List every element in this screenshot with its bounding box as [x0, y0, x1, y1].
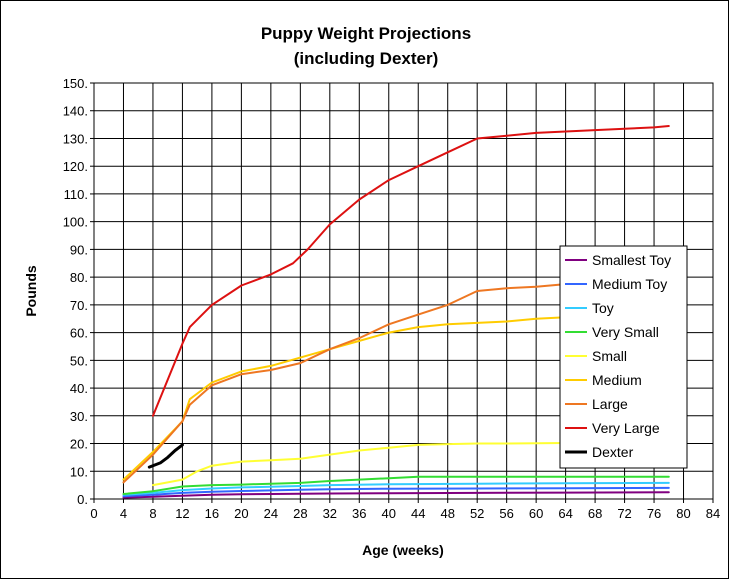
x-tick-label: 0: [90, 506, 97, 521]
x-tick-label: 12: [175, 506, 189, 521]
legend-entry: Medium Toy: [592, 276, 667, 292]
x-tick-label: 76: [647, 506, 661, 521]
legend-entry: Large: [592, 396, 628, 412]
x-axis-label: Age (weeks): [362, 542, 444, 558]
y-tick-label: 130.: [63, 131, 88, 146]
x-tick-label: 56: [499, 506, 513, 521]
series-line-dexter: [147, 443, 184, 469]
x-tick-label: 16: [205, 506, 219, 521]
y-tick-label: 30.: [70, 409, 88, 424]
x-tick-label: 64: [558, 506, 572, 521]
series-line-very-large: [152, 125, 670, 417]
series-line-small: [152, 441, 597, 487]
x-tick-label: 4: [120, 506, 127, 521]
y-tick-label: 40.: [70, 381, 88, 396]
x-tick-label: 40: [382, 506, 396, 521]
series-line-medium: [122, 315, 597, 481]
y-tick-label: 50.: [70, 353, 88, 368]
y-tick-label: 90.: [70, 242, 88, 257]
x-tick-label: 80: [676, 506, 690, 521]
legend-entry: Medium: [592, 372, 642, 388]
x-tick-label: 60: [529, 506, 543, 521]
y-tick-label: 60.: [70, 326, 88, 341]
x-tick-label: 84: [706, 506, 720, 521]
x-tick-label: 68: [588, 506, 602, 521]
y-tick-label: 10.: [70, 464, 88, 479]
x-tick-label: 24: [264, 506, 278, 521]
y-tick-label: 80.: [70, 270, 88, 285]
series-line-medium-toy: [122, 486, 670, 498]
legend-entry: Toy: [592, 300, 614, 316]
x-tick-label: 8: [149, 506, 156, 521]
series-line-large: [122, 281, 597, 484]
y-tick-label: 120.: [63, 159, 88, 174]
x-tick-label: 72: [617, 506, 631, 521]
legend-entry: Very Large: [592, 420, 660, 436]
chart-subtitle: (including Dexter): [294, 49, 439, 68]
y-tick-label: 140.: [63, 104, 88, 119]
y-tick-label: 0.: [77, 492, 88, 507]
legend-entry: Small: [592, 348, 627, 364]
legend-entry: Very Small: [592, 324, 659, 340]
series-line-smallest-toy: [122, 491, 670, 499]
x-tick-label: 28: [293, 506, 307, 521]
y-tick-label: 150.: [63, 76, 88, 91]
legend-entry: Smallest Toy: [592, 252, 671, 268]
chart-title: Puppy Weight Projections: [261, 24, 471, 43]
series-line-very-small: [122, 475, 670, 495]
x-tick-label: 36: [352, 506, 366, 521]
x-tick-label: 20: [234, 506, 248, 521]
series-line-toy: [122, 481, 670, 496]
legend-entry: Dexter: [592, 444, 634, 460]
y-axis-label: Pounds: [23, 265, 39, 317]
x-tick-label: 48: [440, 506, 454, 521]
y-tick-label: 20.: [70, 437, 88, 452]
y-tick-label: 70.: [70, 298, 88, 313]
x-tick-label: 44: [411, 506, 425, 521]
x-tick-label: 52: [470, 506, 484, 521]
y-tick-label: 110.: [64, 187, 88, 202]
y-tick-label: 100.: [63, 215, 88, 230]
legend: Smallest Toy Medium Toy Toy Very Small Small…: [559, 245, 688, 469]
x-tick-label: 32: [323, 506, 337, 521]
